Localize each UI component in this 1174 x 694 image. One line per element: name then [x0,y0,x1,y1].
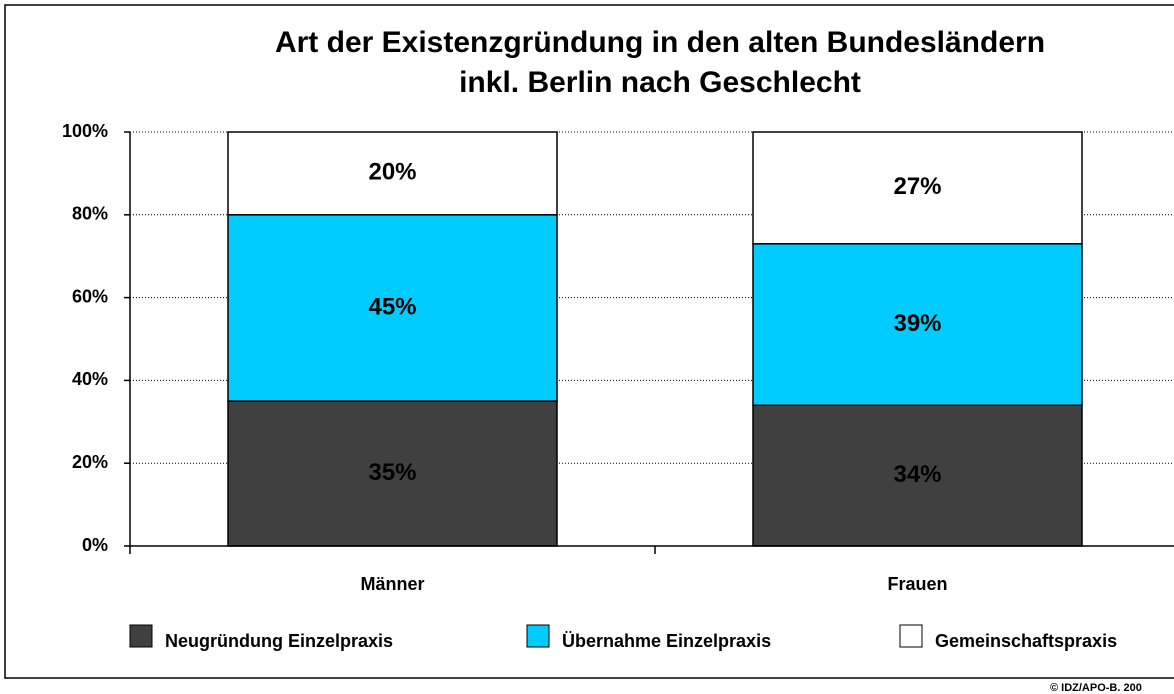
value-label: 35% [368,459,416,486]
legend-label: Gemeinschaftspraxis [935,631,1117,651]
chart-title: inkl. Berlin nach Geschlecht [459,66,861,99]
y-tick-label: 40% [72,369,108,389]
x-tick-label: Männer [360,574,424,594]
value-label: 45% [368,293,416,320]
bar-segment [227,400,558,547]
y-tick-label: 60% [72,286,108,306]
bar-segment [227,214,558,402]
bar-segment [752,243,1083,406]
x-tick-label: Frauen [887,574,947,594]
bar-segment [752,131,1083,245]
chart-title: Art der Existenzgründung in den alten Bu… [275,26,1045,59]
legend-swatch [899,624,923,648]
value-label: 39% [893,310,941,337]
legend-label: Übernahme Einzelpraxis [562,631,771,651]
copyright: © IDZ/APO-B. 200 [1050,682,1142,694]
bar-segment [752,404,1083,547]
legend-label: Neugründung Einzelpraxis [165,631,393,651]
bar-segment [227,131,558,216]
chart-frame [4,4,1174,679]
legend-swatch [129,624,153,648]
y-tick-label: 0% [82,535,108,555]
y-tick-label: 80% [72,204,108,224]
value-label: 34% [893,461,941,488]
y-tick-label: 20% [72,452,108,472]
value-label: 27% [893,173,941,200]
value-label: 20% [368,159,416,186]
legend-swatch [526,624,550,648]
y-tick-label: 100% [62,121,108,141]
